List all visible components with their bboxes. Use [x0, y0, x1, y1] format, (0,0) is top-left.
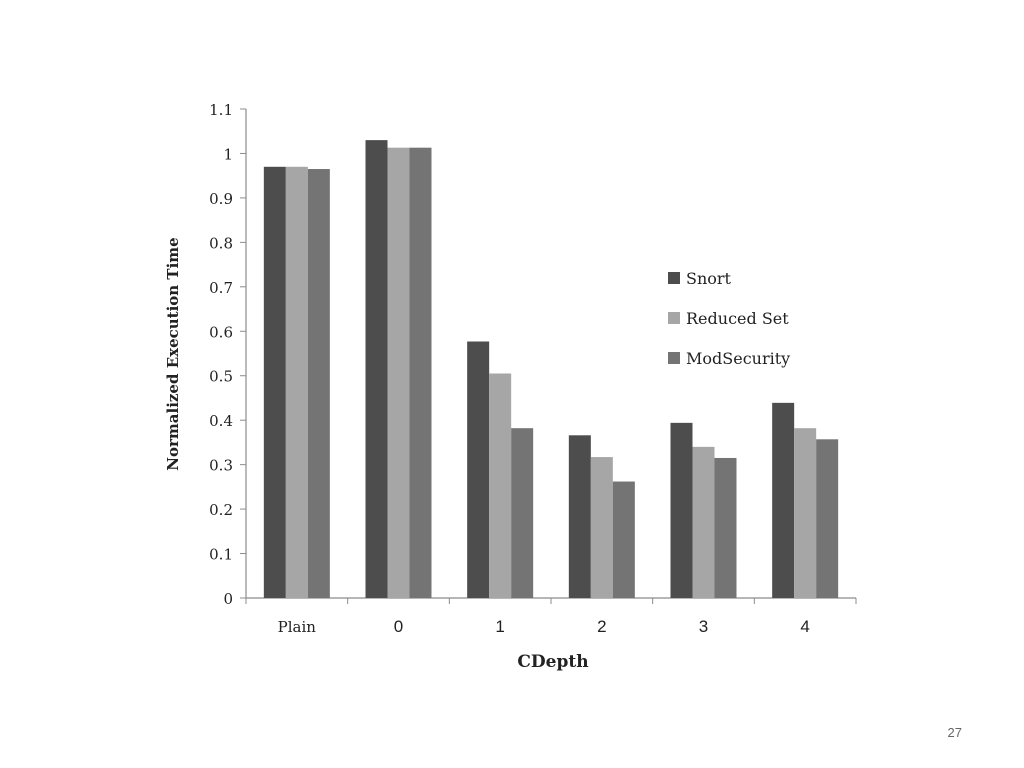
bar-reduced-set — [794, 428, 817, 598]
y-tick-label: 1 — [223, 145, 233, 163]
y-tick-label: 0.6 — [209, 323, 233, 341]
y-tick-label: 0.7 — [209, 279, 233, 297]
y-tick-label: 0.9 — [209, 190, 233, 208]
y-axis-label: Normalized Execution Time — [164, 237, 182, 470]
bar-reduced-set — [692, 446, 715, 598]
y-tick-label: 0.2 — [209, 501, 233, 519]
y-tick-label: 0.1 — [209, 546, 233, 564]
x-axis-label: CDepth — [517, 652, 588, 672]
bar-reduced-set — [387, 147, 410, 598]
legend-label: ModSecurity — [686, 349, 790, 368]
legend-label: Reduced Set — [686, 309, 789, 328]
legend: Snort Reduced Set ModSecurity — [668, 269, 790, 368]
bar-snort — [365, 140, 388, 599]
bar-modsecurity — [511, 428, 534, 598]
x-tick-label: Plain — [278, 618, 317, 636]
y-tick-label: 0.4 — [209, 412, 233, 430]
bar-modsecurity — [612, 481, 635, 598]
bar-modsecurity — [409, 147, 432, 598]
y-tick-label: 0.3 — [209, 457, 233, 475]
legend-label: Snort — [686, 269, 732, 288]
legend-swatch — [668, 352, 680, 364]
labels: Normalized Execution Time CDepth — [164, 237, 589, 672]
bar-snort — [263, 166, 286, 599]
y-tick-label: 1.1 — [209, 101, 233, 119]
bar-snort — [467, 341, 490, 598]
y-tick-label: 0.5 — [209, 368, 233, 386]
legend-swatch — [668, 312, 680, 324]
y-tick-label: 0 — [223, 590, 233, 608]
bar-modsecurity — [816, 439, 839, 598]
bar-reduced-set — [489, 373, 512, 598]
x-tick-label: 2 — [597, 617, 606, 636]
x-tick-label: 4 — [800, 617, 809, 636]
legend-swatch — [668, 272, 680, 284]
x-tick-label: 0 — [394, 617, 403, 636]
bar-modsecurity — [307, 169, 330, 598]
bar-snort — [568, 435, 591, 598]
x-tick-label: 1 — [495, 617, 504, 636]
bars — [263, 140, 839, 599]
bar-modsecurity — [714, 457, 737, 598]
bar-reduced-set — [590, 457, 613, 598]
axes: 0 0.1 0.2 0.3 0.4 0.5 0.6 0.7 0.8 0.9 1 1.1 Plain 0 1 2… — [209, 101, 857, 636]
bar-reduced-set — [285, 166, 308, 599]
y-tick-label: 0.8 — [209, 234, 233, 252]
bar-snort — [670, 422, 693, 598]
x-tick-label: 3 — [699, 617, 708, 636]
bar-snort — [772, 402, 795, 598]
slide-number: 27 — [947, 725, 962, 740]
